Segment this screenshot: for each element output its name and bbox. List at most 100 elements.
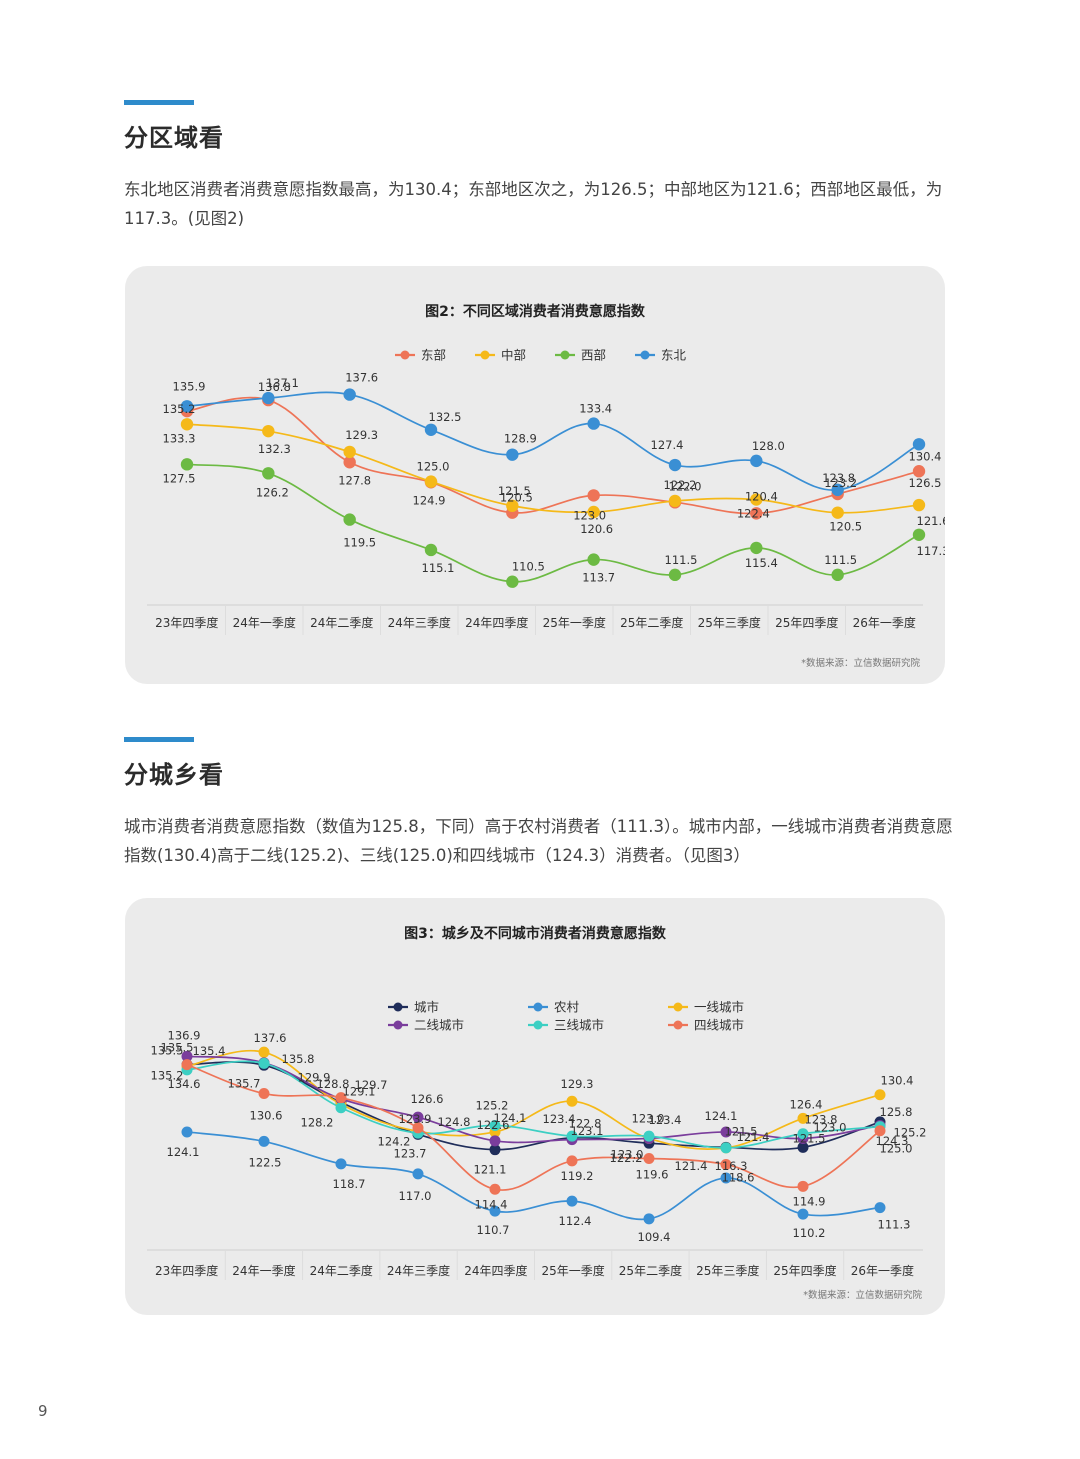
legend-item: 东部 [395,348,446,363]
x-tick-label: 23年四季度 [155,1263,218,1278]
data-point [797,1141,809,1153]
data-point [181,1059,193,1071]
legend-item: 西部 [555,348,606,363]
data-point [668,568,682,582]
data-point [258,1088,270,1100]
data-label: 128.0 [752,439,785,453]
data-point [489,1119,501,1131]
legend-marker [480,350,490,360]
data-point [489,1144,501,1156]
data-label: 122.8 [569,1117,602,1131]
data-point [506,575,519,588]
data-label: 111.5 [824,553,857,567]
data-label: 122.0 [669,479,702,493]
data-label: 128.8 [317,1077,350,1091]
data-label: 117.3 [917,544,945,558]
data-label: 119.5 [343,536,376,550]
series-line [186,396,920,515]
data-label: 123.0 [573,508,606,522]
x-tick-label: 24年一季度 [232,1263,295,1278]
data-point [181,1050,193,1062]
series-line [186,1060,881,1149]
data-label: 123.4 [649,1113,682,1127]
legend-label: 四线城市 [694,1018,744,1033]
data-label: 123.0 [611,1147,644,1161]
series-line [186,1131,881,1221]
data-point [643,1130,655,1142]
data-point [181,1126,193,1138]
data-point [668,494,682,508]
data-label: 135.9 [173,379,206,393]
data-label: 124.8 [438,1115,471,1129]
data-point [335,1102,347,1114]
data-point [643,1213,655,1225]
data-label: 124.1 [494,1111,527,1125]
section-paragraph: 城市消费者消费意愿指数（数值为125.8，下同）高于农村消费者（111.3）。城… [124,817,953,865]
section-accent-bar [124,100,194,105]
data-point [720,1158,732,1170]
legend-item: 二线城市 [388,1018,464,1033]
x-tick-label: 24年二季度 [310,615,373,630]
data-label: 120.5 [829,520,862,534]
data-point [831,483,844,497]
data-label: 135.2 [151,1068,184,1082]
data-label: 133.3 [163,431,196,445]
data-point [797,1112,809,1124]
data-point [489,1205,501,1217]
data-label: 124.1 [167,1145,200,1159]
data-point [506,499,519,512]
chart-card-urban-rural: 图3：城乡及不同城市消费者消费意愿指数城市 农村 一线城市二线城市 三线城市 四线城市 2… [125,898,945,1315]
x-tick-label: 25年三季度 [698,615,761,630]
source-note: *数据来源：立信数据研究院 [803,1289,922,1301]
data-label: 135.5 [161,1041,194,1055]
data-label: 118.7 [333,1177,366,1191]
data-label: 135.4 [193,1044,226,1058]
data-label: 121.5 [725,1124,758,1138]
legend-item: 三线城市 [528,1018,604,1033]
data-point [587,505,600,519]
data-point [258,1135,270,1147]
data-label: 134.6 [168,1077,201,1091]
data-label: 129.3 [561,1077,594,1091]
chart-title: 图3：城乡及不同城市消费者消费意愿指数 [404,925,667,942]
data-label: 122.2 [610,1151,643,1165]
source-note: *数据来源：立信数据研究院 [801,657,920,669]
legend-marker [400,350,410,360]
data-label: 127.5 [163,471,196,485]
legend-marker [533,1002,543,1012]
data-point [587,417,600,430]
legend-marker [640,350,650,360]
data-point [566,1195,578,1207]
data-label: 128.2 [301,1116,334,1130]
data-label: 135.7 [228,1076,261,1090]
data-label: 137.6 [345,371,378,385]
data-label: 135.8 [282,1052,315,1066]
legend-item: 城市 [388,1000,439,1015]
legend-marker [533,1020,543,1030]
data-point [335,1158,347,1170]
x-tick-label: 25年四季度 [773,1263,836,1278]
legend-label: 农村 [554,1000,580,1015]
data-label: 126.5 [909,476,942,490]
legend-marker [393,1020,403,1030]
data-point [180,458,194,471]
data-point [566,1155,578,1167]
data-point [874,1125,886,1137]
data-label: 125.8 [880,1105,913,1119]
data-point [412,1122,424,1134]
data-label: 115.1 [422,561,455,575]
legend-item: 四线城市 [668,1018,744,1033]
legend-item: 一线城市 [668,1000,744,1015]
data-label: 121.1 [474,1163,507,1177]
series-line [186,391,920,491]
legend-marker [673,1020,683,1030]
data-point [258,1057,270,1069]
legend-label: 东部 [421,348,446,363]
data-point [424,543,438,557]
series-line [186,1055,881,1144]
data-label: 117.0 [399,1189,432,1203]
data-label: 129.9 [298,1071,331,1085]
data-point [750,507,763,520]
